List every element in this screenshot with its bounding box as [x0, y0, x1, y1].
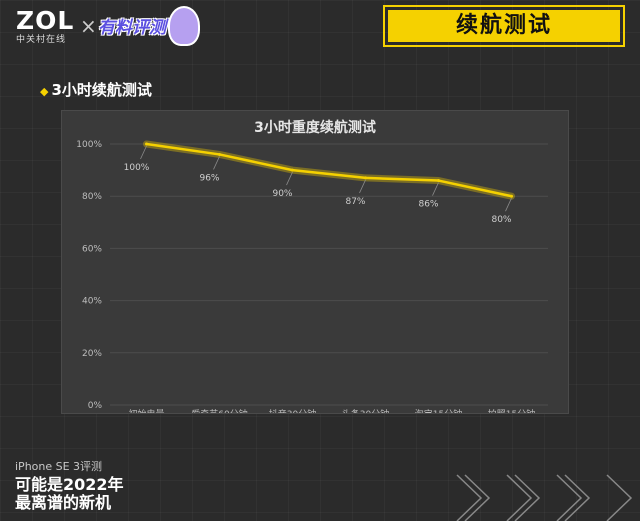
- zol-logo: ZOL 中关村在线: [16, 8, 76, 46]
- footer-headline-1: 可能是2022年: [15, 475, 124, 494]
- partner-badge-text: 有料评测: [98, 18, 166, 38]
- data-point: [218, 152, 221, 156]
- logo-wordmark: ZOL: [16, 6, 75, 35]
- y-tick-label: 40%: [82, 297, 102, 307]
- data-point: [437, 179, 440, 183]
- y-tick-label: 20%: [82, 349, 102, 359]
- data-point: [145, 142, 148, 146]
- mascot-avatar-icon: [168, 6, 200, 46]
- diamond-bullet-icon: ◆: [40, 85, 49, 98]
- line-chart: 3小时重度续航测试 0% 20% 40% 60% 80% 100% 初始电量 爱奇艺60分钟 抖音…: [76, 119, 548, 413]
- y-tick-label: 60%: [82, 244, 102, 254]
- data-label-leader: [140, 145, 147, 160]
- x-tick-label: 拍照15分钟: [488, 408, 535, 413]
- chart-title: 3小时重度续航测试: [254, 119, 376, 136]
- x-tick-label: 淘宝15分钟: [415, 408, 462, 413]
- data-label-leader: [286, 171, 293, 186]
- x-tick-label: 头条30分钟: [342, 408, 389, 413]
- decorative-arrows-icon: [456, 474, 633, 521]
- footer-headline-2: 最离谱的新机: [15, 493, 112, 512]
- data-point: [291, 168, 294, 172]
- banner-title: 续航测试: [388, 10, 620, 42]
- y-tick-label: 80%: [82, 192, 102, 202]
- data-label: 87%: [345, 197, 365, 207]
- data-point: [364, 176, 367, 180]
- data-label-leader: [359, 179, 366, 194]
- x-tick-label: 初始电量: [128, 408, 164, 413]
- footer-caption: iPhone SE 3评测: [15, 460, 103, 473]
- section-heading-text: 3小时续航测试: [51, 81, 152, 99]
- data-label: 96%: [199, 173, 219, 183]
- data-label: 80%: [491, 215, 511, 225]
- data-label-leader: [432, 182, 439, 196]
- x-tick-label: 抖音30分钟: [269, 408, 316, 413]
- series-line: [145, 142, 513, 198]
- partner-badge: 有料评测: [98, 4, 200, 46]
- section-heading: ◆ 3小时续航测试: [40, 79, 152, 100]
- data-label: 90%: [272, 189, 292, 199]
- y-tick-label: 100%: [76, 140, 102, 150]
- data-label-leader: [213, 156, 220, 170]
- logo-subtitle: 中关村在线: [16, 35, 67, 45]
- y-tick-label: 0%: [88, 401, 103, 411]
- x-tick-label: 爱奇艺60分钟: [191, 408, 247, 413]
- data-label: 100%: [124, 163, 150, 173]
- collab-x-icon: ×: [80, 14, 97, 38]
- chart-panel: 3小时重度续航测试 0% 20% 40% 60% 80% 100% 初始电量 爱奇艺60分钟 抖音…: [61, 110, 569, 414]
- title-banner: 续航测试: [383, 5, 625, 47]
- data-point: [510, 194, 513, 198]
- data-label: 86%: [418, 200, 438, 210]
- data-label-leader: [505, 198, 512, 212]
